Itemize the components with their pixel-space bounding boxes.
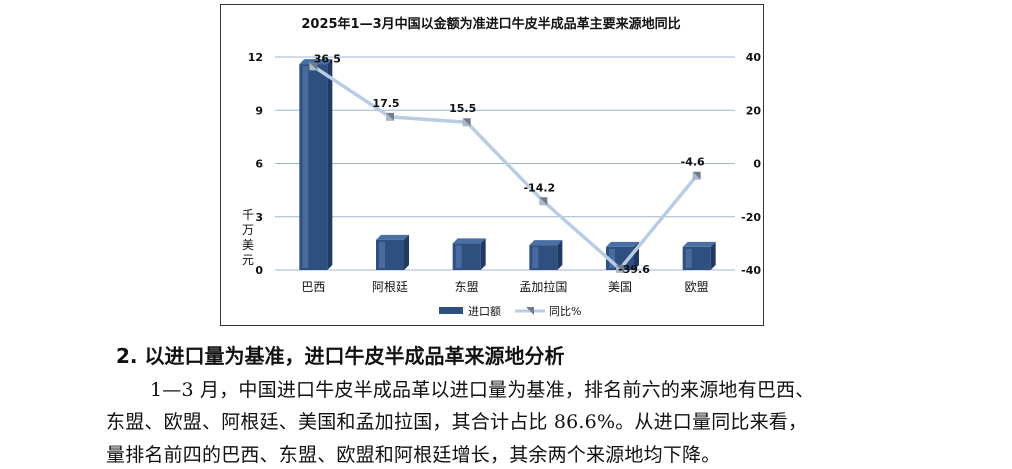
section-heading: 2. 以进口量为基准，进口牛皮半成品革来源地分析 xyxy=(116,344,565,368)
bar-top-face xyxy=(452,238,486,244)
bar xyxy=(299,59,333,270)
bar-side-face xyxy=(710,241,716,270)
bar-highlight xyxy=(609,248,615,268)
marker-upper xyxy=(462,118,471,127)
data-label: 15.5 xyxy=(449,102,476,115)
category-label: 东盟 xyxy=(455,280,479,294)
marker-lower xyxy=(462,118,471,127)
data-label: -4.6 xyxy=(681,156,705,169)
category-label: 美国 xyxy=(608,280,632,294)
marker-lower xyxy=(309,62,318,71)
category-label: 欧盟 xyxy=(685,280,709,294)
bar xyxy=(452,238,486,270)
chart-title: 2025年1—3月中国以金额为准进口牛皮半成品革主要来源地同比 xyxy=(301,16,680,32)
yoy-line xyxy=(312,64,699,271)
left-axis-tick-label: 12 xyxy=(248,51,263,64)
legend-item-bar: 进口额 xyxy=(439,305,501,318)
marker-upper xyxy=(539,197,548,206)
bar-side-face xyxy=(557,240,563,270)
bar xyxy=(682,241,716,270)
yoy-point xyxy=(386,112,394,121)
right-axis-tick-label: -20 xyxy=(741,211,761,224)
marker-lower xyxy=(386,112,394,121)
marker-upper xyxy=(309,62,318,71)
marker-upper xyxy=(692,171,701,180)
legend-marker xyxy=(526,307,534,315)
bar xyxy=(529,240,563,270)
legend-item-line: 同比% xyxy=(515,305,581,318)
data-label: -14.2 xyxy=(523,181,555,194)
category-label: 巴西 xyxy=(301,280,325,294)
paragraph-line-3: 量排名前四的巴西、东盟、欧盟和阿根廷增长，其余两个来源地均下降。 xyxy=(106,444,721,466)
yoy-point xyxy=(539,197,548,206)
marker-lower xyxy=(616,264,624,273)
bar-top-face xyxy=(606,241,639,247)
paragraph-line-1: 1—3 月，中国进口牛皮半成品革以进口量为基准，排名前六的来源地有巴西、 xyxy=(150,379,815,401)
yoy-point xyxy=(616,264,624,273)
bar-highlight xyxy=(302,66,309,268)
bar-highlight xyxy=(379,241,385,268)
bar-top-face xyxy=(376,234,409,240)
data-label: 17.5 xyxy=(372,97,399,110)
right-axis-tick-label: 40 xyxy=(746,51,762,64)
category-label: 阿根廷 xyxy=(372,280,408,294)
bar-highlight xyxy=(532,247,539,268)
legend-swatch-bar xyxy=(439,307,463,314)
y-axis-label: 千万美元 xyxy=(242,208,254,267)
combo-chart: 2025年1—3月中国以金额为准进口牛皮半成品革主要来源地同比 千万美元 36.… xyxy=(242,16,762,318)
bar-top-face xyxy=(682,241,716,247)
left-axis-tick-label: 9 xyxy=(255,104,263,117)
right-axis-tick-label: -40 xyxy=(741,264,761,277)
yoy-point xyxy=(462,118,471,127)
bar-side-face xyxy=(404,234,409,270)
left-axis-tick-label: 3 xyxy=(255,211,263,224)
chart-frame: 2025年1—3月中国以金额为准进口牛皮半成品革主要来源地同比 千万美元 36.… xyxy=(220,4,764,326)
legend-label: 同比% xyxy=(549,305,581,318)
bar-top-face xyxy=(299,59,333,65)
yoy-point xyxy=(309,62,318,71)
legend-label: 进口额 xyxy=(468,305,501,318)
bar xyxy=(376,234,409,270)
paragraph-line-2: 东盟、欧盟、阿根廷、美国和孟加拉国，其合计占比 86.6%。从进口量同比来看， xyxy=(106,411,808,433)
bar-side-face xyxy=(327,59,333,270)
right-axis-tick-label: 0 xyxy=(753,158,761,171)
data-label: -39.6 xyxy=(618,263,650,276)
marker-lower xyxy=(539,197,548,206)
right-axis-tick-label: 20 xyxy=(746,104,762,117)
left-axis-tick-label: 6 xyxy=(255,158,263,171)
bar-highlight xyxy=(685,248,692,268)
bar-top-face xyxy=(529,240,563,246)
bar-side-face xyxy=(480,238,486,270)
yoy-point xyxy=(692,171,701,180)
marker-lower xyxy=(692,171,701,180)
left-axis-tick-label: 0 xyxy=(255,264,263,277)
bar-highlight xyxy=(455,245,462,268)
data-label: 36.5 xyxy=(314,52,341,65)
category-label: 孟加拉国 xyxy=(519,279,567,294)
